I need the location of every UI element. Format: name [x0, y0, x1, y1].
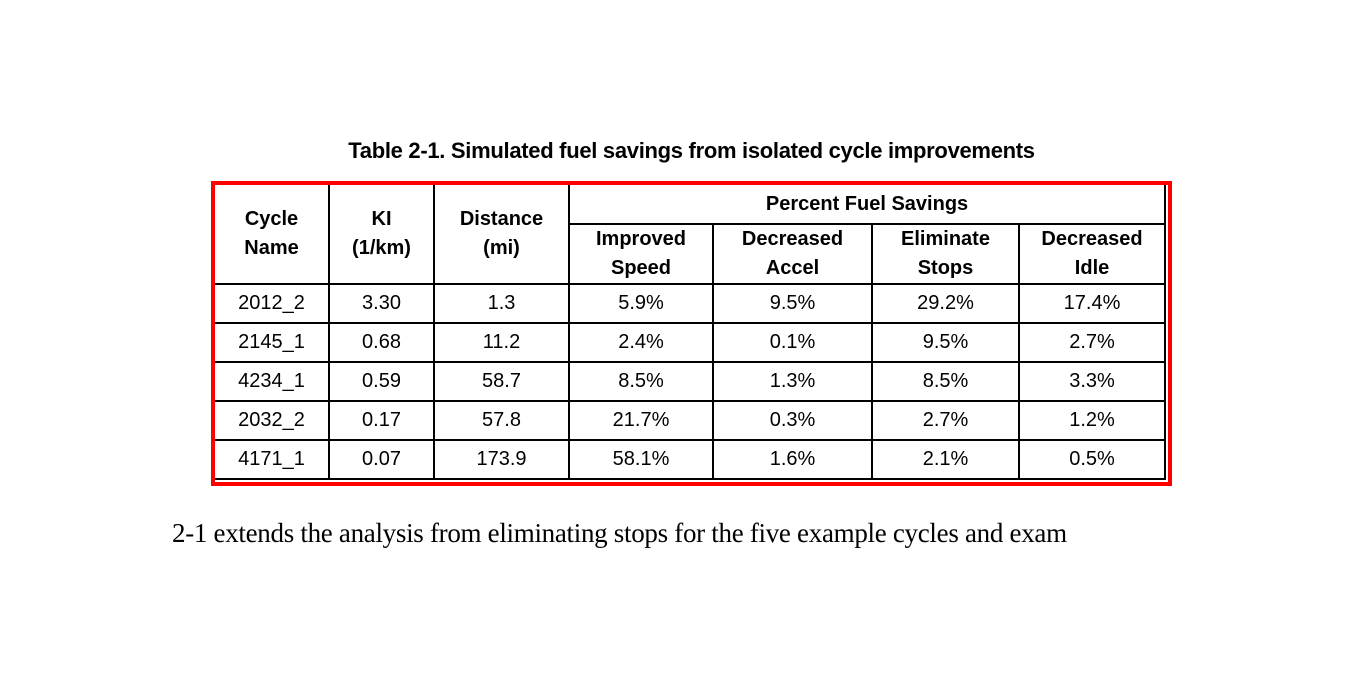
table-row: 4171_1 0.07 173.9 58.1% 1.6% 2.1% 0.5% [215, 441, 1167, 480]
table-cell: 1.3% [714, 363, 873, 402]
column-header-eliminate-stops: Eliminate Stops [873, 225, 1020, 285]
table-cell: 58.7 [435, 363, 570, 402]
fuel-savings-table: Cycle Name KI (1/km) Distance (mi) Perce… [215, 185, 1167, 480]
table-cell: 9.5% [873, 324, 1020, 363]
table-cell: 2145_1 [215, 324, 330, 363]
table-cell: 0.3% [714, 402, 873, 441]
table-cell: 3.30 [330, 285, 435, 324]
table-cell: 2.7% [873, 402, 1020, 441]
table-cell: 58.1% [570, 441, 714, 480]
table-row: 4234_1 0.59 58.7 8.5% 1.3% 8.5% 3.3% [215, 363, 1167, 402]
table-cell: 8.5% [873, 363, 1020, 402]
table-cell: 2.1% [873, 441, 1020, 480]
table-header-row-top: Cycle Name KI (1/km) Distance (mi) Perce… [215, 185, 1167, 285]
body-text: 2-1 extends the analysis from eliminatin… [172, 518, 1067, 548]
table-cell: 8.5% [570, 363, 714, 402]
column-header-cycle-name: Cycle Name [215, 185, 330, 285]
table-row: 2145_1 0.68 11.2 2.4% 0.1% 9.5% 2.7% [215, 324, 1167, 363]
column-group-header-percent-fuel-savings: Percent Fuel Savings [570, 185, 1167, 225]
table-cell: 11.2 [435, 324, 570, 363]
table-cell: 2032_2 [215, 402, 330, 441]
table-cell: 0.5% [1020, 441, 1167, 480]
table-cell: 5.9% [570, 285, 714, 324]
table-header-row-sub: Improved Speed Decreased Accel Eliminate… [215, 225, 1167, 285]
column-header-improved-speed: Improved Speed [570, 225, 714, 285]
table-cell: 21.7% [570, 402, 714, 441]
table-cell: 4171_1 [215, 441, 330, 480]
table-cell: 2.4% [570, 324, 714, 363]
table-cell: 2012_2 [215, 285, 330, 324]
table-cell: 0.17 [330, 402, 435, 441]
table-cell: 29.2% [873, 285, 1020, 324]
table-cell: 1.2% [1020, 402, 1167, 441]
table-cell: 17.4% [1020, 285, 1167, 324]
table-cell: 0.1% [714, 324, 873, 363]
table-cell: 3.3% [1020, 363, 1167, 402]
table-highlight-box: Cycle Name KI (1/km) Distance (mi) Perce… [211, 181, 1173, 486]
table-cell: 0.68 [330, 324, 435, 363]
table-cell: 1.6% [714, 441, 873, 480]
column-header-ki: KI (1/km) [330, 185, 435, 285]
column-header-decreased-accel: Decreased Accel [714, 225, 873, 285]
table-cell: 2.7% [1020, 324, 1167, 363]
table-cell: 9.5% [714, 285, 873, 324]
table-cell: 4234_1 [215, 363, 330, 402]
table-cell: 1.3 [435, 285, 570, 324]
table-cell: 0.59 [330, 363, 435, 402]
table-title: Table 2-1. Simulated fuel savings from i… [348, 138, 1035, 163]
table-cell: 173.9 [435, 441, 570, 480]
table-body: 2012_2 3.30 1.3 5.9% 9.5% 29.2% 17.4% 2145_1 0.6… [215, 285, 1167, 480]
table-cell: 57.8 [435, 402, 570, 441]
table-header: Cycle Name KI (1/km) Distance (mi) Perce… [215, 185, 1167, 285]
column-header-decreased-idle: Decreased Idle [1020, 225, 1167, 285]
table-row: 2012_2 3.30 1.3 5.9% 9.5% 29.2% 17.4% [215, 285, 1167, 324]
table-cell: 0.07 [330, 441, 435, 480]
table-row: 2032_2 0.17 57.8 21.7% 0.3% 2.7% 1.2% [215, 402, 1167, 441]
column-header-distance: Distance (mi) [435, 185, 570, 285]
